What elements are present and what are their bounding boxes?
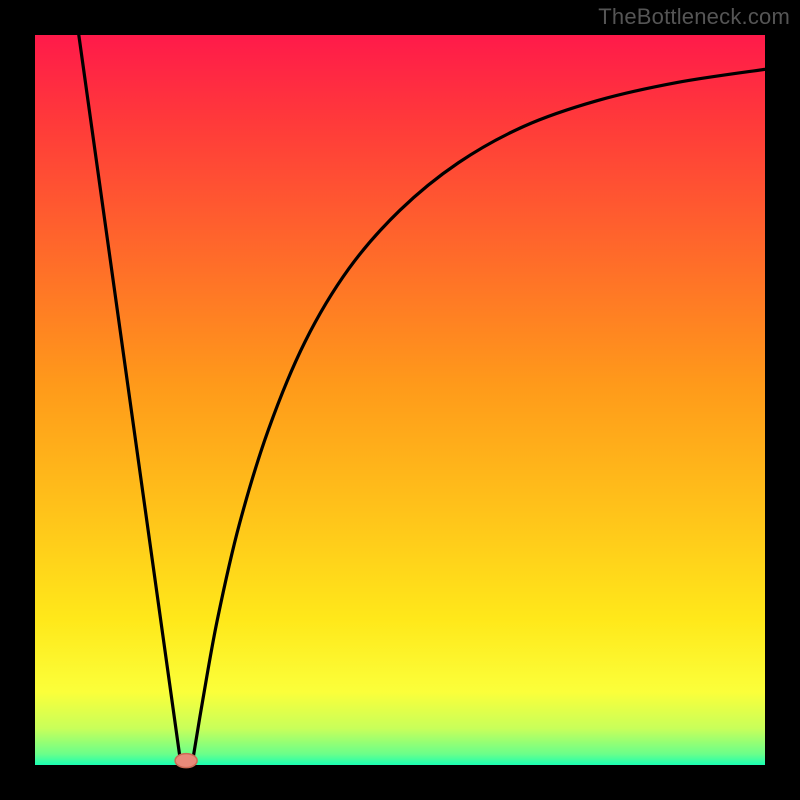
optimum-marker xyxy=(175,754,197,768)
attribution-text: TheBottleneck.com xyxy=(598,4,790,30)
plot-background-gradient xyxy=(35,35,765,765)
bottleneck-chart xyxy=(0,0,800,800)
chart-stage: TheBottleneck.com xyxy=(0,0,800,800)
